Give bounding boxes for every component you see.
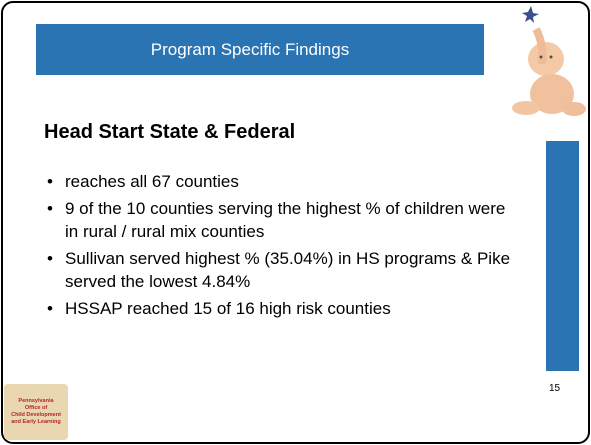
bullet-item: reaches all 67 counties xyxy=(44,170,514,193)
title: Program Specific Findings xyxy=(151,40,349,60)
title-banner: Program Specific Findings xyxy=(36,24,484,75)
baby-image xyxy=(496,4,588,120)
bullet-item: Sullivan served highest % (35.04%) in HS… xyxy=(44,247,514,293)
bullet-item: HSSAP reached 15 of 16 high risk countie… xyxy=(44,297,514,320)
page-number: 15 xyxy=(549,383,560,394)
logo-text: and Early Learning xyxy=(11,419,61,426)
logo-text: Child Development xyxy=(11,412,61,419)
logo-text: Office of xyxy=(25,405,47,412)
heading: Head Start State & Federal xyxy=(44,121,295,144)
logo-text: Pennsylvania xyxy=(18,398,53,405)
side-bar xyxy=(546,141,579,371)
bullet-item: 9 of the 10 counties serving the highest… xyxy=(44,197,514,243)
page: Program Specific Findings Head Start Sta… xyxy=(0,0,591,445)
bullet-list: reaches all 67 counties 9 of the 10 count… xyxy=(44,170,514,324)
